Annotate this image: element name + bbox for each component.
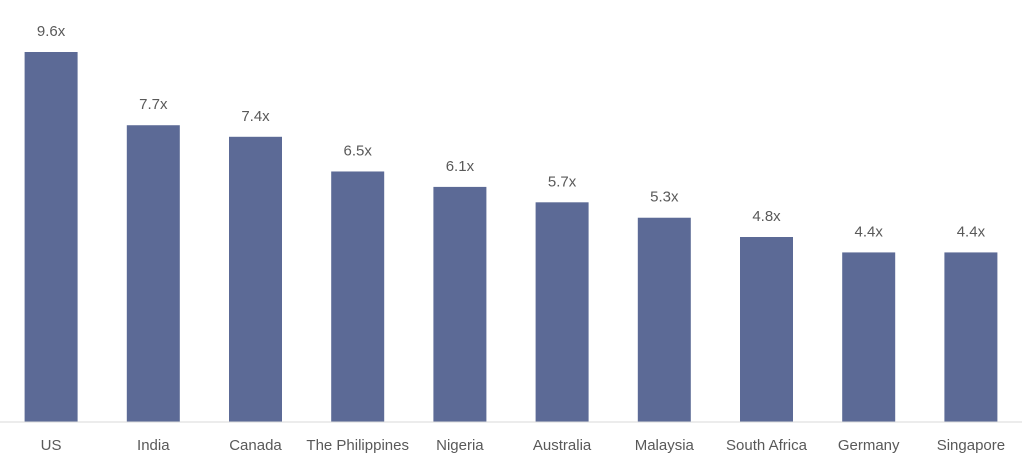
bar bbox=[535, 202, 589, 422]
bar bbox=[126, 125, 180, 423]
value-label: 7.7x bbox=[139, 96, 168, 113]
value-label: 6.1x bbox=[446, 158, 475, 175]
value-label: 5.3x bbox=[650, 189, 679, 206]
x-tick-label: Germany bbox=[838, 437, 900, 454]
x-tick-label: US bbox=[41, 437, 62, 454]
value-label: 5.7x bbox=[548, 173, 577, 190]
value-label: 7.4x bbox=[241, 108, 270, 125]
x-tick-label: South Africa bbox=[726, 437, 808, 454]
value-label: 4.4x bbox=[957, 223, 986, 240]
bar bbox=[229, 136, 282, 422]
x-tick-label: Singapore bbox=[937, 437, 1005, 454]
x-tick-label: Nigeria bbox=[436, 437, 484, 454]
value-label: 6.5x bbox=[344, 142, 373, 159]
value-label: 4.4x bbox=[855, 223, 884, 240]
bar bbox=[637, 217, 691, 422]
bar bbox=[24, 52, 78, 422]
x-tick-label: India bbox=[137, 437, 170, 454]
x-tick-label: The Philippines bbox=[306, 437, 409, 454]
bar bbox=[331, 171, 385, 422]
value-label: 4.8x bbox=[752, 208, 781, 225]
x-tick-label: Canada bbox=[229, 437, 282, 454]
x-tick-label: Malaysia bbox=[635, 437, 695, 454]
bar bbox=[944, 252, 998, 422]
bar bbox=[433, 186, 487, 422]
x-tick-label: Australia bbox=[533, 437, 592, 454]
value-label: 9.6x bbox=[37, 23, 66, 40]
bar bbox=[740, 237, 793, 422]
bar bbox=[842, 252, 896, 422]
